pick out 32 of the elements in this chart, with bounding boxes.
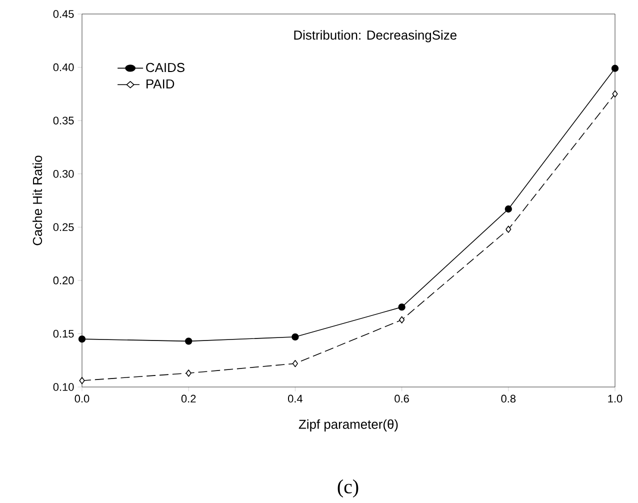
y-tick-label: 0.15 — [53, 330, 74, 338]
y-tick-label: 0.35 — [53, 116, 74, 124]
x-tick-label: 0.8 — [501, 394, 516, 403]
legend-label: CAIDS — [146, 62, 184, 72]
x-tick-label: 0.4 — [288, 394, 302, 403]
point — [611, 64, 619, 72]
point — [504, 205, 512, 213]
y-tick-label: 0.10 — [53, 383, 74, 391]
point — [78, 335, 86, 343]
x-axis-title: Zipf parameter(θ) — [298, 419, 398, 432]
point — [292, 333, 299, 340]
y-tick-label: 0.25 — [53, 223, 74, 232]
point — [185, 338, 192, 345]
text: (c) — [338, 479, 358, 498]
x-tick-label: 1.0 — [608, 394, 622, 403]
x-tick-label: 0.2 — [181, 394, 196, 403]
text: Distribution: DecreasingSize — [294, 30, 456, 42]
point — [398, 303, 406, 311]
legend-label: PAID — [146, 79, 174, 88]
point — [79, 377, 85, 384]
x-tick-label: 0.6 — [394, 394, 409, 403]
y-tick-label: 0.20 — [53, 276, 74, 284]
x-tick-label: 0.0 — [74, 394, 90, 403]
point — [506, 226, 512, 233]
point — [399, 316, 405, 324]
point — [292, 360, 298, 368]
y-tick-label: 0.45 — [53, 10, 74, 18]
y-axis-title: Cache Hit Ratio — [32, 156, 42, 246]
point — [612, 90, 618, 98]
y-tick-label: 0.30 — [53, 170, 74, 178]
y-tick-label: 0.40 — [53, 63, 74, 72]
point — [186, 370, 192, 377]
